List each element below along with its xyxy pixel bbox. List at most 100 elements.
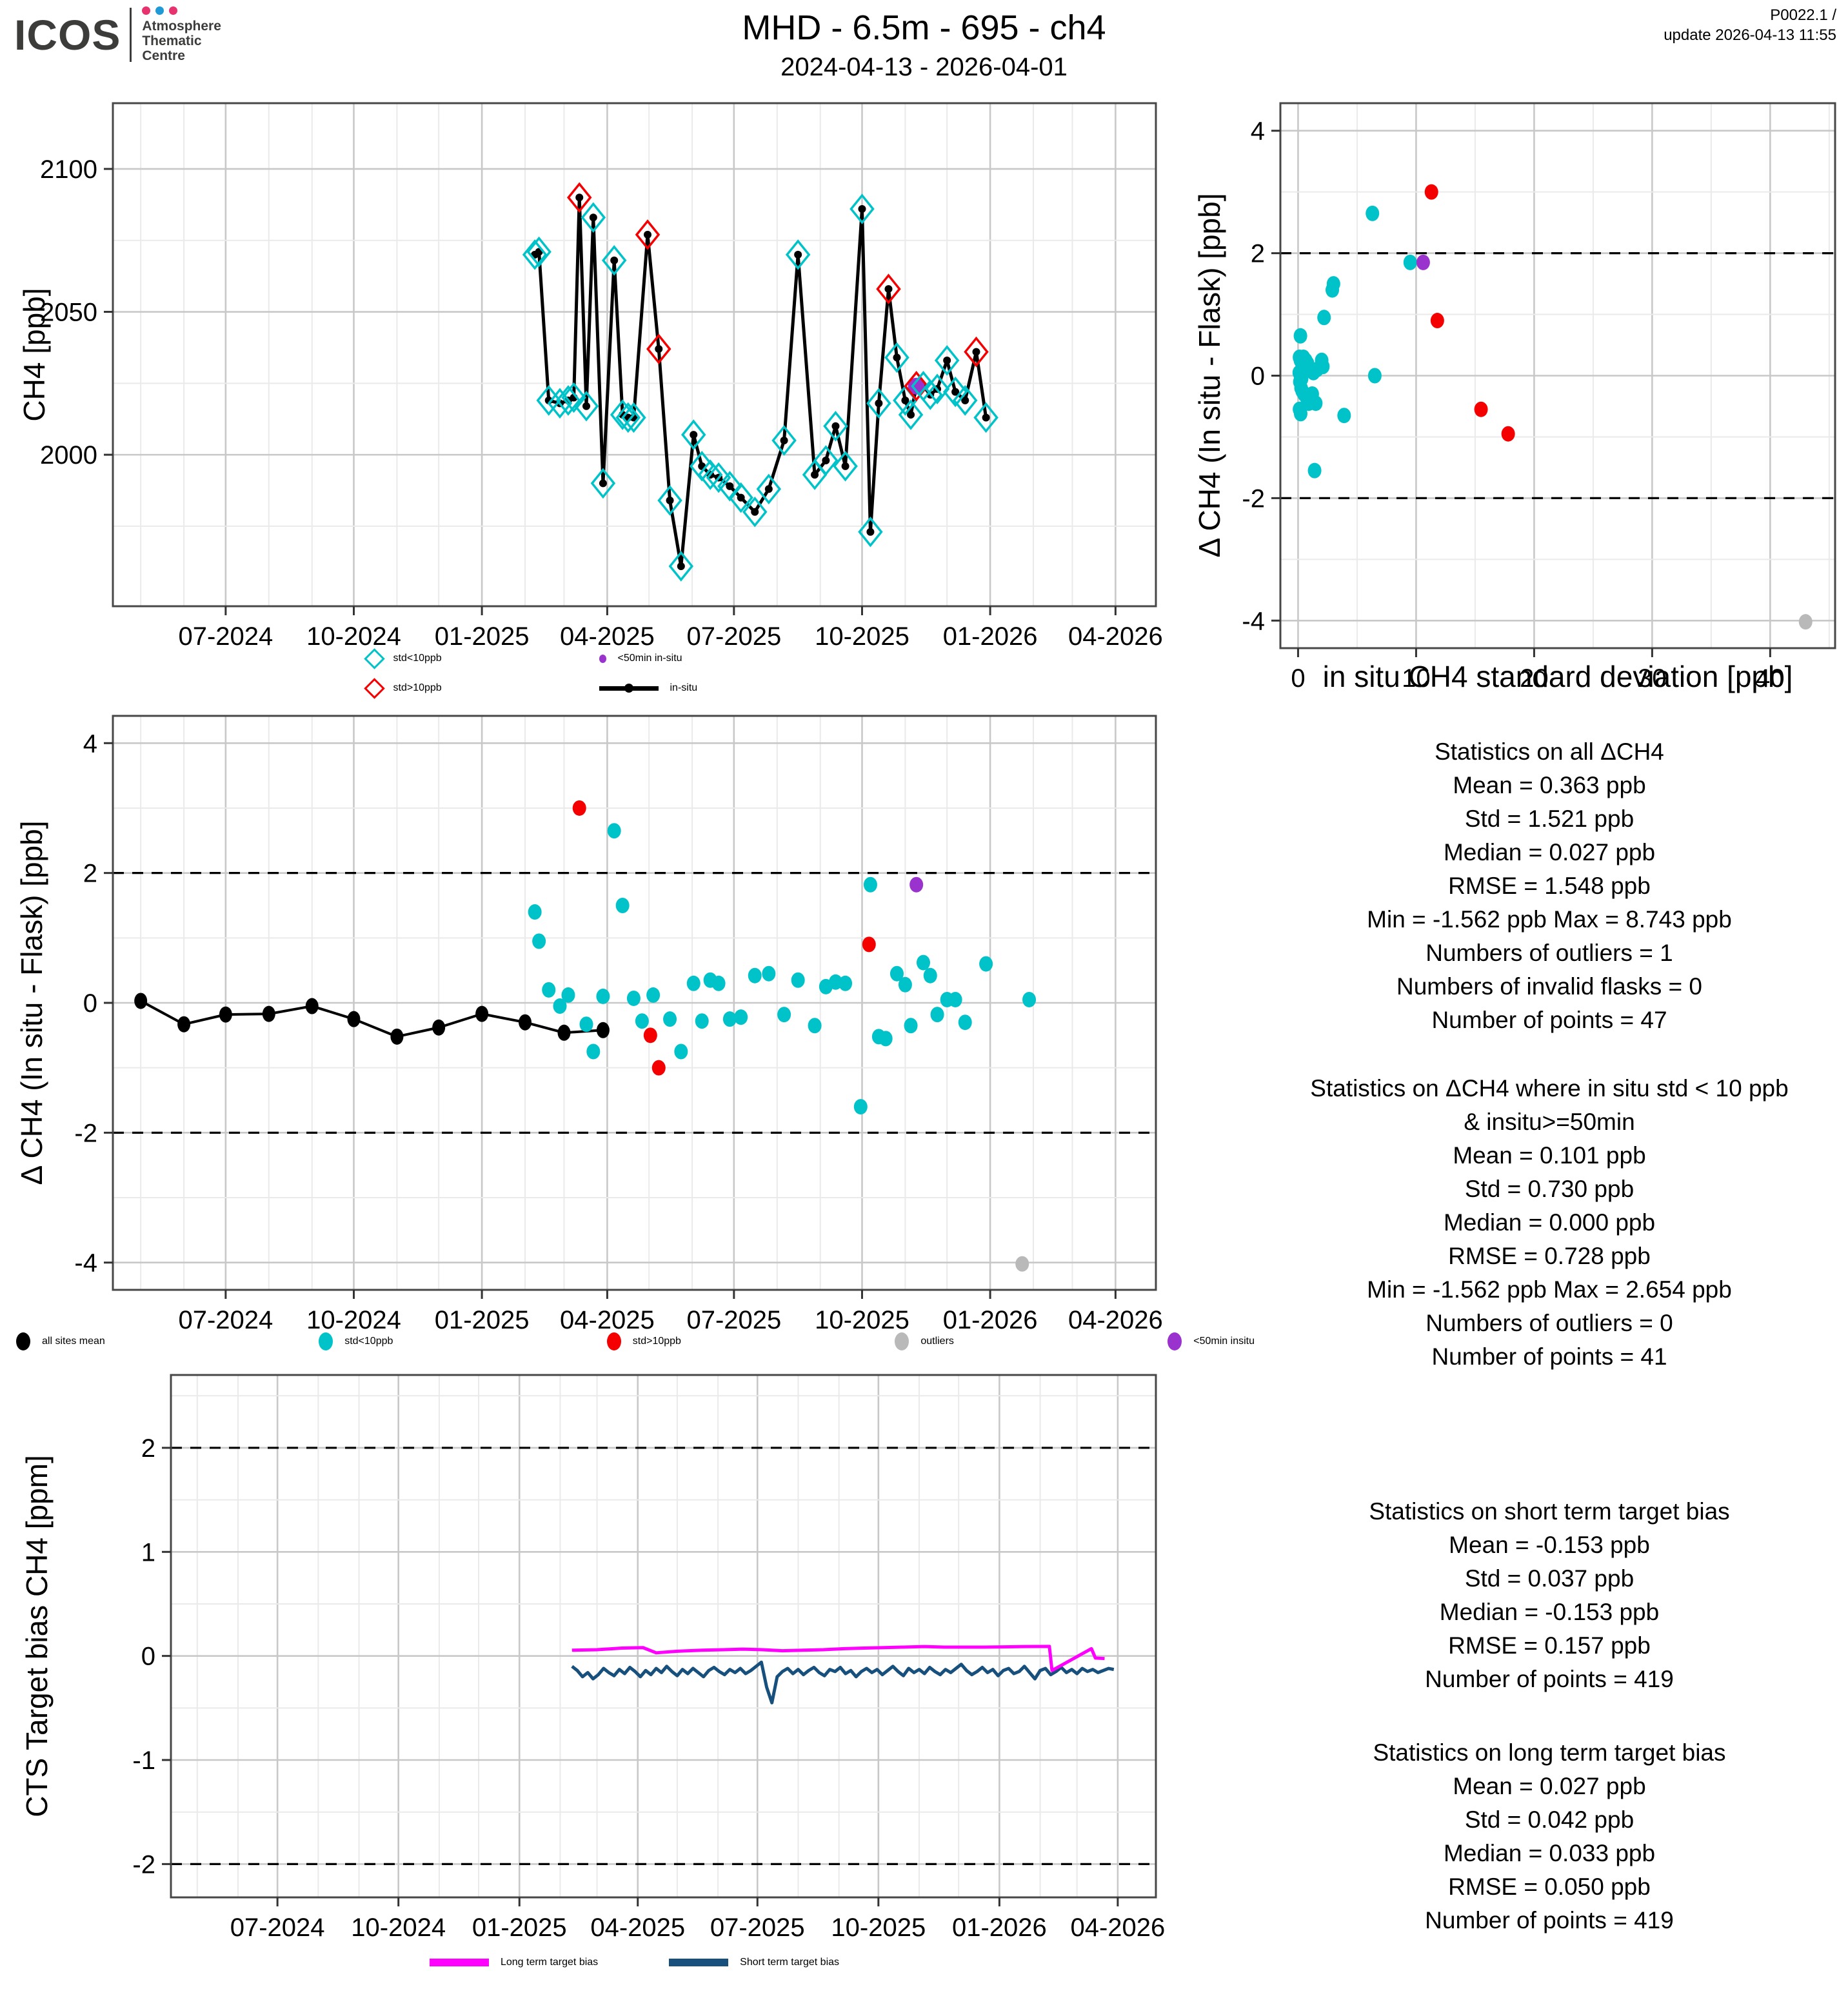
svg-text:07-2024: 07-2024 bbox=[230, 1913, 325, 1942]
stats-title: & insitu>=50min bbox=[1464, 1109, 1635, 1135]
stats-line: Numbers of invalid flasks = 0 bbox=[1396, 973, 1702, 1000]
stats-line: Min = -1.562 ppb Max = 8.743 ppb bbox=[1367, 906, 1732, 933]
svg-text:-4: -4 bbox=[1242, 607, 1265, 635]
red-dot-icon bbox=[606, 1332, 621, 1350]
legend-label: <50min insitu bbox=[1193, 1336, 1255, 1347]
svg-text:07-2025: 07-2025 bbox=[686, 622, 781, 651]
logo-dots-icon bbox=[142, 6, 221, 15]
cyan-dot-icon bbox=[319, 1332, 333, 1350]
stats-line: Std = 0.037 ppb bbox=[1464, 1565, 1634, 1592]
legend-label: std<10ppb bbox=[393, 653, 442, 664]
stats-line: Mean = 0.101 ppb bbox=[1453, 1142, 1646, 1169]
svg-text:4: 4 bbox=[1251, 117, 1265, 146]
delta-ch4-vs-std-scatter-plot: 0 10 20 30 40 -4 -2 0 2 4 bbox=[1242, 102, 1836, 693]
svg-text:07-2024: 07-2024 bbox=[178, 1306, 273, 1334]
stats-line: RMSE = 0.157 ppb bbox=[1448, 1632, 1651, 1659]
plot4-y-axis-label: CTS Target bias CH4 [ppm] bbox=[20, 1455, 54, 1817]
update-timestamp: update 2026-04-13 11:55 bbox=[1664, 26, 1836, 44]
svg-text:04-2026: 04-2026 bbox=[1068, 622, 1163, 651]
svg-text:04-2026: 04-2026 bbox=[1068, 1306, 1163, 1334]
legend-label: <50min in-situ bbox=[617, 653, 682, 664]
navy-line-icon bbox=[669, 1959, 729, 1966]
svg-text:2050: 2050 bbox=[40, 299, 97, 327]
stats-line: Number of points = 419 bbox=[1425, 1907, 1674, 1933]
stats-line: Mean = 0.363 ppb bbox=[1453, 772, 1646, 798]
svg-text:01-2026: 01-2026 bbox=[943, 1306, 1038, 1334]
stats-title: Statistics on all ΔCH4 bbox=[1435, 738, 1664, 765]
legend-item-long-term-bias: Long term target bias bbox=[429, 1957, 598, 1968]
svg-text:07-2024: 07-2024 bbox=[178, 622, 273, 651]
svg-text:-2: -2 bbox=[132, 1850, 155, 1879]
gray-dot-icon bbox=[895, 1332, 909, 1350]
cyan-diamond-icon bbox=[363, 648, 385, 669]
svg-text:04-2025: 04-2025 bbox=[560, 1306, 655, 1334]
stats-line: Mean = -0.153 ppb bbox=[1449, 1532, 1650, 1558]
logo-subtitle-line: Atmosphere bbox=[142, 19, 221, 34]
stats-line: Number of points = 47 bbox=[1431, 1007, 1667, 1033]
stats-line: RMSE = 0.728 ppb bbox=[1448, 1243, 1651, 1269]
stats-line: Number of points = 41 bbox=[1431, 1343, 1667, 1370]
plot3-legend: all sites mean std<10ppb std>10ppb outli… bbox=[16, 1332, 1255, 1350]
logo-divider bbox=[130, 8, 132, 62]
stats-line: Median = 0.000 ppb bbox=[1443, 1209, 1656, 1236]
svg-text:2: 2 bbox=[141, 1434, 155, 1463]
legend-item-std-lt-10: std<10ppb bbox=[363, 648, 599, 669]
legend-item-std-gt-10: std>10ppb bbox=[363, 677, 599, 699]
logo-subtitle-block: Atmosphere Thematic Centre bbox=[142, 6, 221, 63]
svg-text:01-2025: 01-2025 bbox=[435, 622, 530, 651]
stats-line: Numbers of outliers = 0 bbox=[1426, 1310, 1673, 1336]
logo-subtitle-line: Thematic bbox=[142, 34, 202, 48]
svg-text:0: 0 bbox=[83, 989, 97, 1018]
legend-label: in-situ bbox=[670, 682, 698, 693]
stats-line: Std = 1.521 ppb bbox=[1464, 806, 1634, 832]
svg-text:10-2024: 10-2024 bbox=[351, 1913, 446, 1942]
stats-line: Number of points = 419 bbox=[1425, 1666, 1674, 1692]
stats-all-delta-ch4: Statistics on all ΔCH4 Mean = 0.363 ppb St… bbox=[1266, 735, 1833, 1037]
logo-subtitle: Atmosphere Thematic Centre bbox=[142, 19, 221, 63]
purple-dot-icon bbox=[1167, 1332, 1182, 1350]
black-dot-icon bbox=[16, 1332, 30, 1350]
stats-line: Median = -0.153 ppb bbox=[1439, 1599, 1660, 1625]
magenta-line-icon bbox=[429, 1959, 489, 1966]
stats-line: Median = 0.033 ppb bbox=[1443, 1840, 1656, 1866]
svg-text:0: 0 bbox=[141, 1643, 155, 1671]
svg-text:-4: -4 bbox=[74, 1249, 97, 1278]
plot2-x-axis-label: in situ CH4 standard deviation [ppb] bbox=[1322, 660, 1793, 693]
stats-line: Mean = 0.027 ppb bbox=[1453, 1773, 1646, 1799]
stats-title: Statistics on short term target bias bbox=[1369, 1498, 1730, 1525]
svg-text:01-2025: 01-2025 bbox=[472, 1913, 567, 1942]
svg-text:10-2024: 10-2024 bbox=[306, 622, 401, 651]
svg-text:04-2025: 04-2025 bbox=[590, 1913, 685, 1942]
svg-text:1: 1 bbox=[141, 1538, 155, 1567]
legend-label: all sites mean bbox=[42, 1336, 105, 1347]
svg-text:20: 20 bbox=[1520, 664, 1549, 693]
legend-label: std>10ppb bbox=[632, 1336, 681, 1347]
svg-text:01-2026: 01-2026 bbox=[943, 622, 1038, 651]
logo-dot-blue-icon bbox=[155, 6, 164, 15]
legend-item-all-sites-mean: all sites mean bbox=[16, 1332, 105, 1350]
legend-label: std>10ppb bbox=[393, 682, 442, 693]
svg-text:4: 4 bbox=[83, 729, 97, 758]
project-code: P0022.1 / bbox=[1770, 6, 1836, 24]
legend-item-50min-insitu: <50min insitu bbox=[1167, 1332, 1255, 1350]
svg-text:0: 0 bbox=[1251, 362, 1265, 391]
stats-filtered-delta-ch4: Statistics on ΔCH4 where in situ std < 1… bbox=[1266, 1072, 1833, 1374]
svg-text:10-2024: 10-2024 bbox=[306, 1306, 401, 1334]
stats-line: Std = 0.730 ppb bbox=[1464, 1176, 1634, 1202]
stats-line: Numbers of outliers = 1 bbox=[1426, 940, 1673, 966]
logo-dot-pink2-icon bbox=[169, 6, 178, 15]
svg-text:2000: 2000 bbox=[40, 441, 97, 470]
svg-text:07-2025: 07-2025 bbox=[710, 1913, 805, 1942]
svg-text:-1: -1 bbox=[132, 1746, 155, 1775]
stats-title: Statistics on long term target bias bbox=[1373, 1739, 1726, 1766]
legend-item-std-gt-10: std>10ppb bbox=[606, 1332, 681, 1350]
legend-item-short-term-bias: Short term target bias bbox=[669, 1957, 839, 1968]
svg-text:01-2026: 01-2026 bbox=[952, 1913, 1047, 1942]
plot4-legend: Long term target bias Short term target … bbox=[113, 1957, 1156, 1968]
red-diamond-icon bbox=[363, 677, 385, 699]
logo-dot-pink-icon bbox=[142, 6, 151, 15]
svg-text:10-2025: 10-2025 bbox=[815, 622, 909, 651]
svg-text:40: 40 bbox=[1756, 664, 1785, 693]
stats-line: RMSE = 0.050 ppb bbox=[1448, 1874, 1651, 1900]
